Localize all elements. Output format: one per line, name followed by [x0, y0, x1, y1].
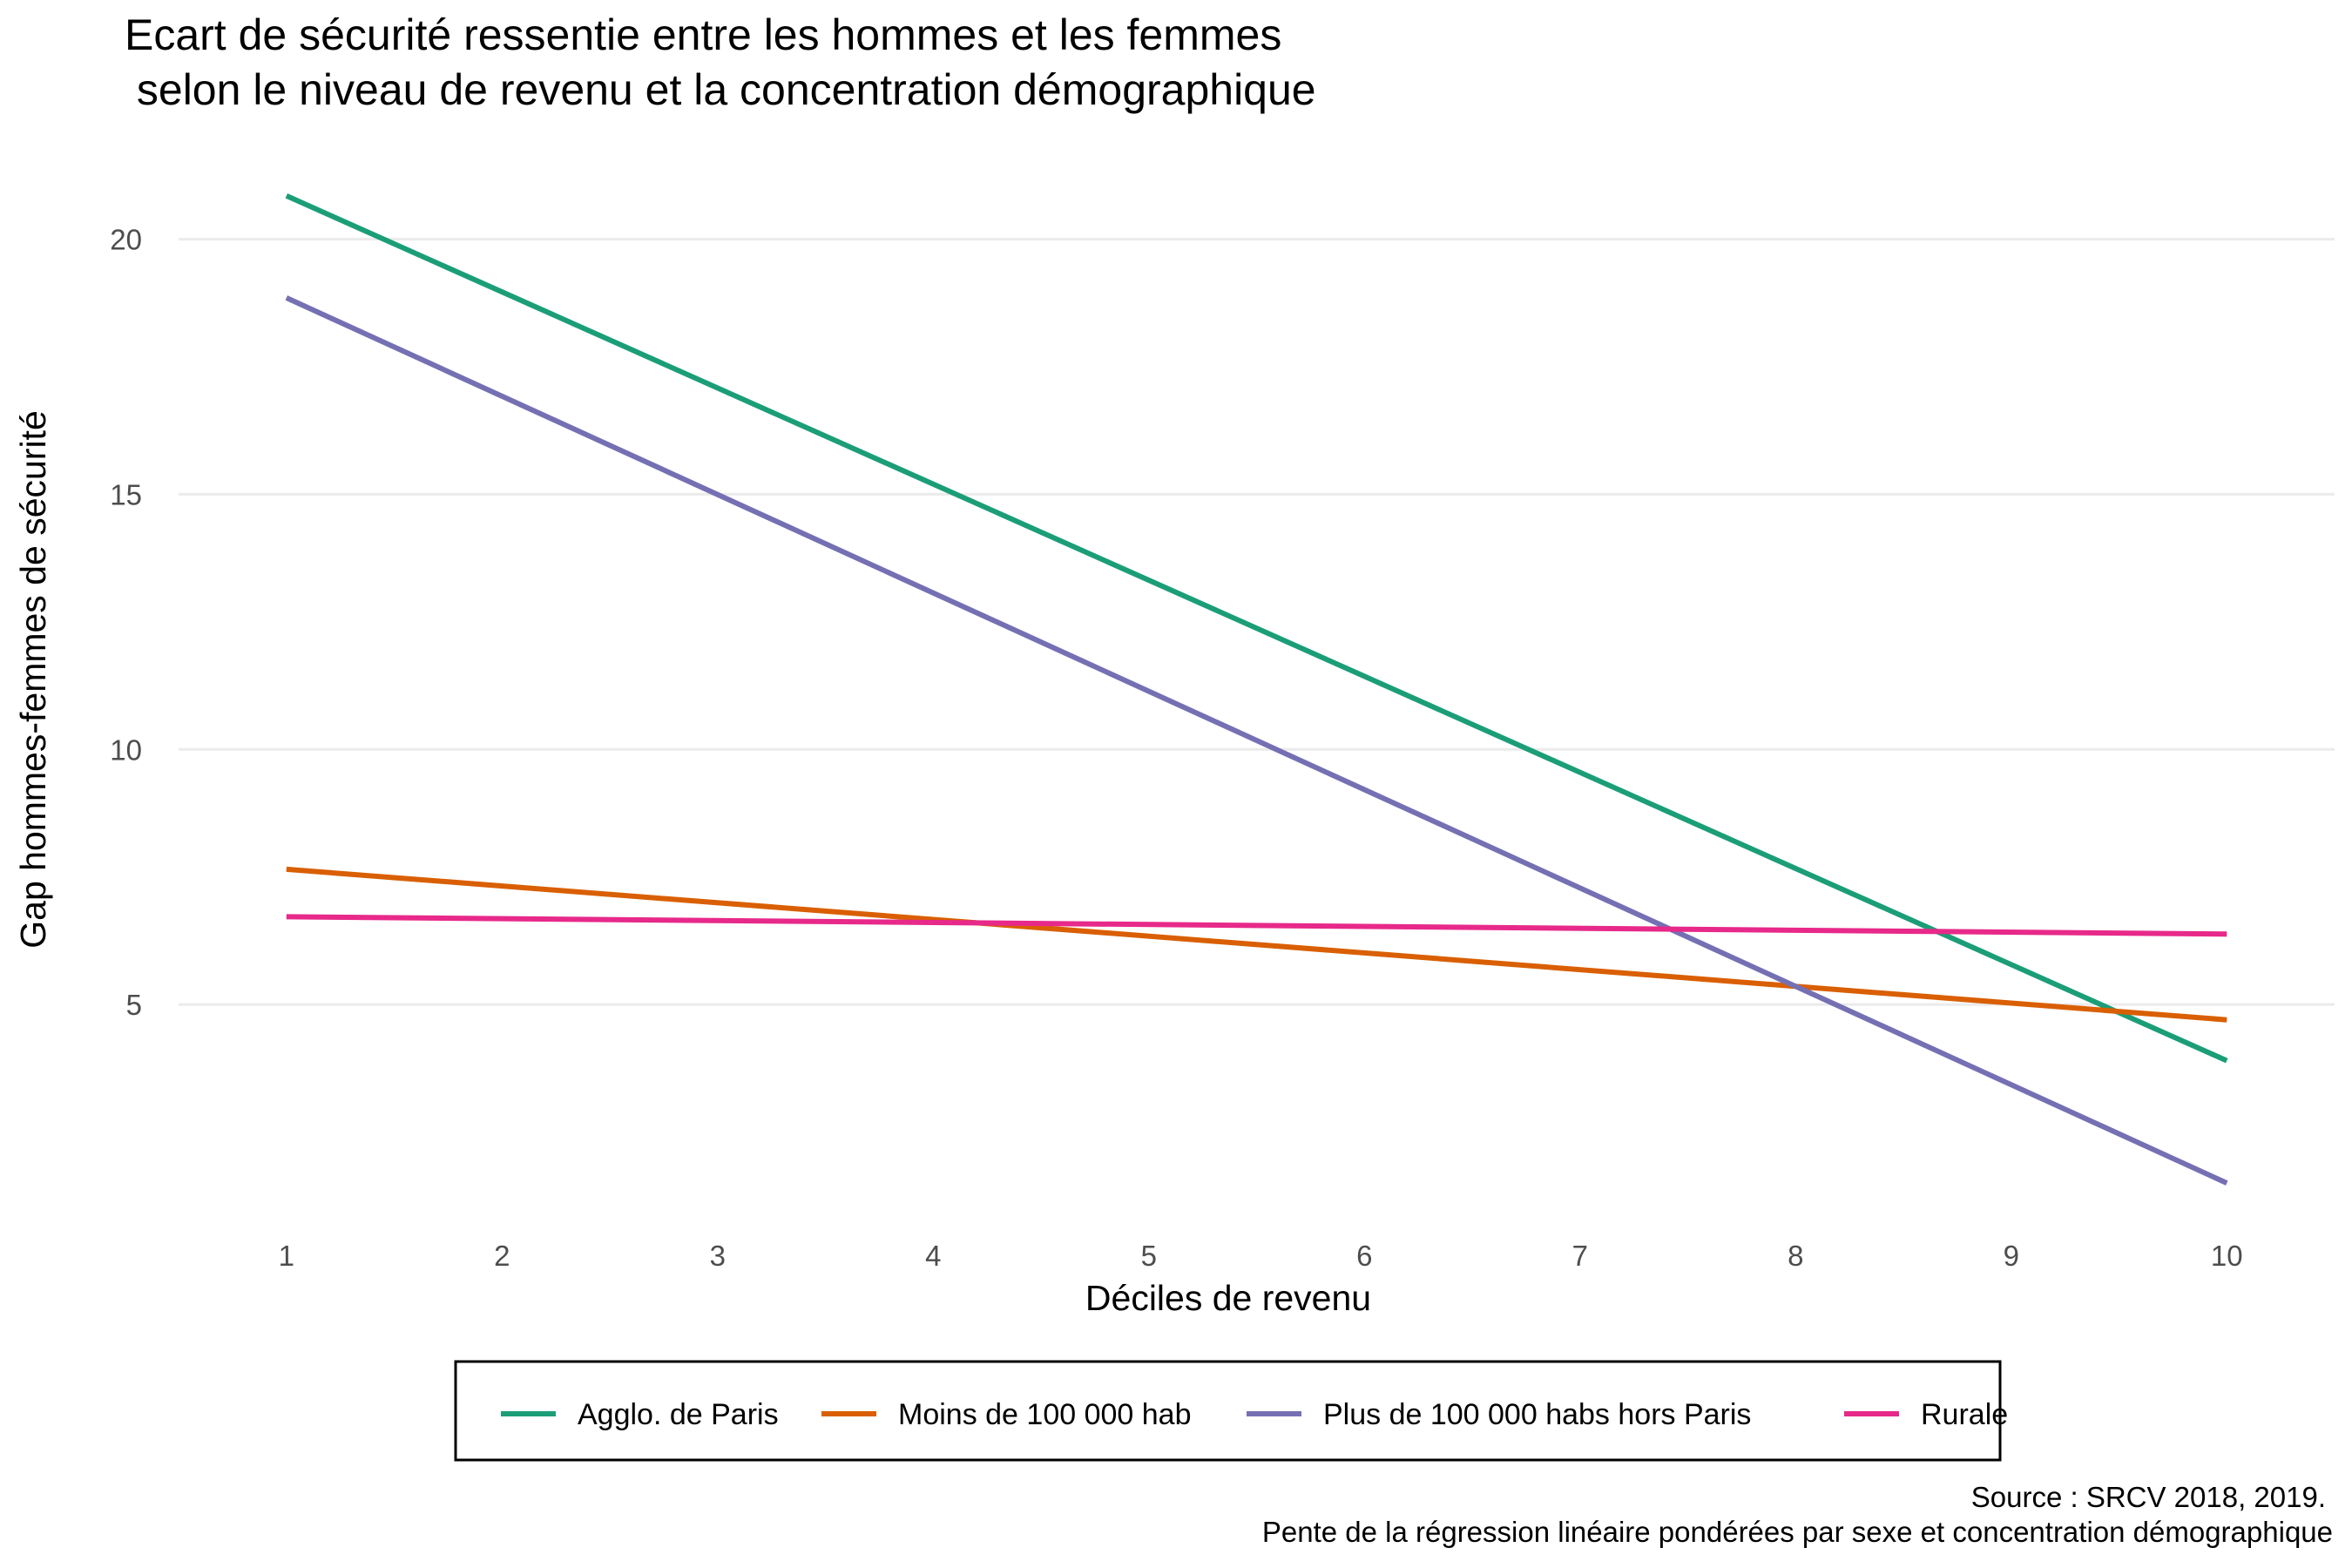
legend-box [454, 1360, 2002, 1462]
caption-note: Pente de la régression linéaire pondérée… [1262, 1516, 2333, 1548]
series-line [285, 193, 2228, 1064]
y-tick-label: 10 [110, 733, 142, 766]
chart-subtitle: selon le niveau de revenu et la concentr… [125, 65, 1316, 114]
x-tick-label: 5 [1141, 1240, 1157, 1272]
legend-label: Agglo. de Paris [578, 1398, 779, 1431]
legend: Agglo. de Paris Moins de 100 000 hab Plus … [454, 1360, 2008, 1462]
y-tick-label: 20 [110, 224, 142, 256]
legend-label: Moins de 100 000 hab [898, 1398, 1191, 1431]
legend-label: Rurale [1921, 1398, 2008, 1431]
x-axis-ticks: 1 2 3 4 5 6 7 8 9 10 [279, 1240, 2243, 1272]
x-tick-label: 4 [925, 1240, 941, 1272]
data-series [285, 193, 2228, 1186]
y-axis-title: Gap hommes-femmes de sécurité [13, 410, 53, 949]
y-tick-label: 5 [126, 989, 142, 1021]
gridlines [179, 238, 2335, 1006]
x-tick-label: 8 [1788, 1240, 1803, 1272]
x-tick-label: 10 [2211, 1240, 2243, 1272]
series-line [285, 295, 2228, 1186]
y-tick-label: 15 [110, 478, 142, 510]
x-axis-title: Déciles de revenu [1085, 1278, 1371, 1318]
x-tick-label: 3 [710, 1240, 726, 1272]
x-tick-label: 1 [279, 1240, 294, 1272]
series-line [286, 866, 2227, 1023]
x-tick-label: 2 [494, 1240, 510, 1272]
x-tick-label: 6 [1356, 1240, 1372, 1272]
series-line [286, 914, 2227, 937]
chart-title: Ecart de sécurité ressentie entre les ho… [125, 10, 1281, 59]
caption-source: Source : SRCV 2018, 2019. [1971, 1481, 2326, 1513]
x-tick-label: 9 [2004, 1240, 2019, 1272]
y-axis-ticks: 5 10 15 20 [110, 224, 142, 1022]
legend-label: Plus de 100 000 habs hors Paris [1323, 1398, 1751, 1431]
x-tick-label: 7 [1572, 1240, 1588, 1272]
